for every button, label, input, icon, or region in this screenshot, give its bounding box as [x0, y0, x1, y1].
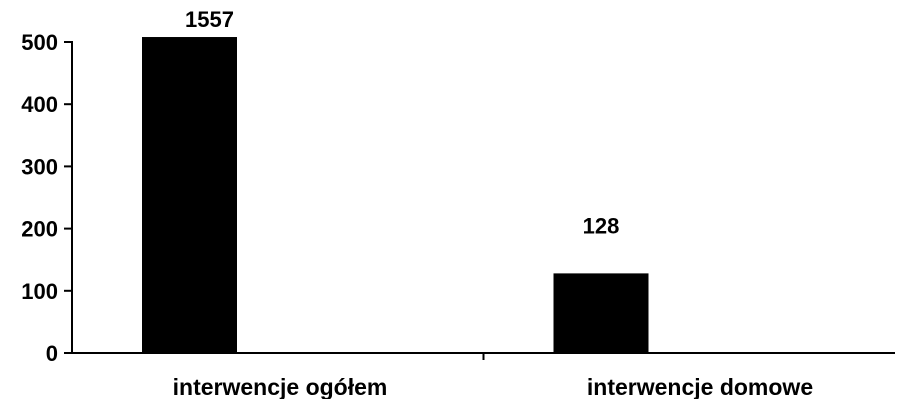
y-axis: 0 100 200 300 400 500 — [21, 30, 73, 366]
data-label-1: 128 — [583, 213, 620, 238]
category-label-0: interwencje ogółem — [173, 374, 388, 399]
y-tick-label-400: 400 — [21, 92, 58, 117]
bars — [142, 37, 649, 354]
y-tick-label-300: 300 — [21, 154, 58, 179]
x-axis — [72, 352, 895, 360]
data-label-0: 1557 — [185, 7, 234, 32]
y-tick-label-100: 100 — [21, 279, 58, 304]
category-label-1: interwencje domowe — [587, 374, 813, 399]
bar-0 — [142, 37, 237, 354]
data-labels: 1557 128 — [185, 7, 619, 238]
y-tick-label-0: 0 — [46, 341, 58, 366]
y-tick-label-500: 500 — [21, 30, 58, 55]
y-tick-label-200: 200 — [21, 217, 58, 242]
category-labels: interwencje ogółem interwencje domowe — [173, 374, 813, 399]
bar-1 — [553, 273, 649, 353]
